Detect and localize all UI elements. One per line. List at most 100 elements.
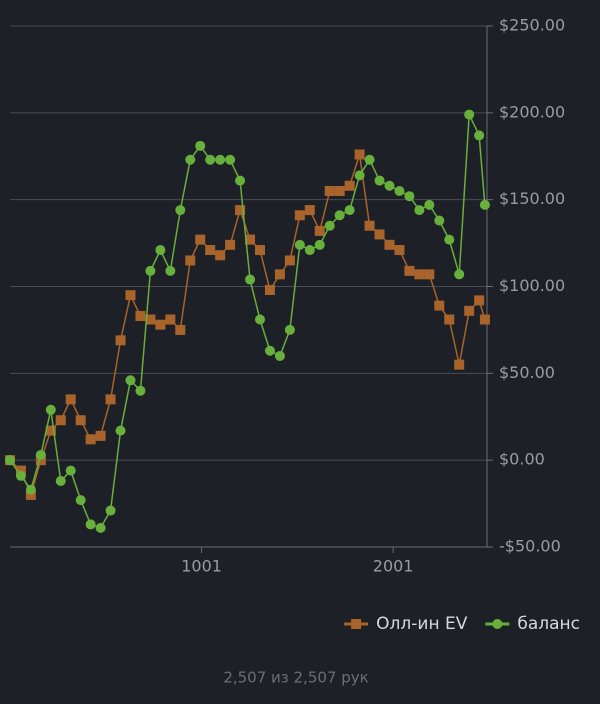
marker [125, 375, 136, 386]
y-tick-label: $0.00 [499, 450, 545, 469]
marker [434, 300, 445, 311]
marker [404, 191, 415, 202]
marker [235, 175, 246, 186]
marker [434, 215, 445, 226]
marker [284, 255, 295, 266]
marker [35, 449, 46, 460]
legend: баланс Олл-ин EV [344, 614, 580, 634]
marker [404, 265, 415, 276]
legend-label: Олл-ин EV [376, 614, 468, 634]
marker [45, 404, 56, 415]
marker [205, 154, 216, 165]
marker [225, 154, 236, 165]
series-line [9, 154, 486, 498]
marker [195, 234, 206, 245]
marker [414, 269, 425, 280]
marker [479, 314, 490, 325]
x-tick-label: 1001 [181, 557, 222, 576]
marker [444, 234, 455, 245]
marker [474, 130, 485, 141]
legend-marker [351, 619, 362, 629]
footer: 2,507 из 2,507 рук [223, 669, 368, 687]
marker [15, 465, 26, 476]
marker [245, 234, 256, 245]
marker [264, 345, 275, 356]
marker [115, 425, 126, 436]
marker [15, 470, 26, 481]
marker [314, 225, 325, 236]
marker [185, 154, 196, 165]
marker [95, 522, 106, 533]
marker [314, 239, 325, 250]
marker [55, 415, 66, 426]
marker [145, 265, 156, 276]
marker [294, 239, 305, 250]
marker [65, 465, 76, 476]
marker [364, 154, 375, 165]
marker [394, 245, 405, 256]
marker [384, 239, 395, 250]
marker [274, 350, 285, 361]
marker [354, 149, 365, 160]
marker [245, 274, 256, 285]
marker [25, 489, 36, 500]
x-tick-label: 2001 [373, 557, 414, 576]
y-tick-label: $50.00 [499, 363, 555, 382]
marker [464, 305, 475, 316]
marker [155, 319, 166, 330]
legend-marker [492, 619, 503, 629]
series-line [9, 111, 486, 529]
marker [334, 185, 345, 196]
marker [264, 284, 275, 295]
marker [474, 295, 485, 306]
marker [55, 476, 66, 487]
marker [115, 335, 126, 346]
marker [45, 425, 56, 436]
marker [424, 199, 435, 210]
marker [165, 265, 176, 276]
marker [454, 359, 465, 370]
marker [145, 314, 156, 325]
marker [364, 220, 375, 231]
marker [479, 199, 490, 210]
marker [95, 430, 106, 441]
marker [374, 229, 385, 240]
marker [274, 269, 285, 280]
marker [165, 314, 176, 325]
marker [344, 205, 355, 216]
marker [195, 140, 206, 151]
marker [294, 210, 305, 221]
y-tick-label: $200.00 [499, 102, 565, 121]
marker [75, 495, 86, 506]
marker [35, 455, 46, 466]
marker [464, 109, 475, 120]
marker [105, 505, 116, 516]
marker [444, 314, 455, 325]
marker [324, 220, 335, 231]
marker [135, 385, 146, 396]
marker [225, 239, 236, 250]
y-tick-label: $250.00 [499, 16, 565, 35]
marker [215, 154, 226, 165]
marker [354, 170, 365, 181]
y-tick-label: $100.00 [499, 276, 565, 295]
marker [105, 394, 116, 405]
marker [374, 175, 385, 186]
marker [135, 311, 146, 322]
marker [85, 519, 96, 530]
marker [454, 269, 465, 280]
marker [384, 180, 395, 191]
marker [235, 205, 246, 216]
legend-label: баланс [517, 614, 580, 634]
marker [175, 205, 186, 216]
marker [284, 324, 295, 335]
marker [175, 324, 186, 335]
marker [5, 455, 15, 466]
marker [65, 394, 76, 405]
marker [304, 205, 315, 216]
y-tick-label: $150.00 [499, 189, 565, 208]
marker [155, 245, 166, 256]
marker [424, 269, 435, 280]
marker [304, 245, 315, 256]
